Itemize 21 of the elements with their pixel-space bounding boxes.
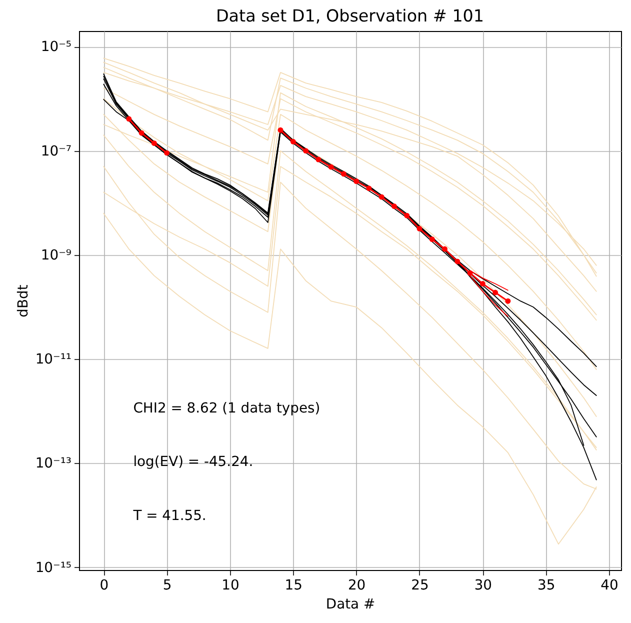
x-tick-label: 35 <box>537 578 556 594</box>
chart-title: Data set D1, Observation # 101 <box>216 5 484 26</box>
x-tick-label: 25 <box>411 578 429 594</box>
y-tick-label: 10⁻⁷ <box>40 143 72 160</box>
annotation: log(EV) = -45.24. <box>133 454 254 470</box>
x-tick-label: 15 <box>284 578 302 594</box>
y-tick-label: 10⁻⁹ <box>40 247 72 264</box>
y-axis-title: dBdt <box>15 284 32 318</box>
y-tick-label: 10⁻⁵ <box>40 39 72 56</box>
x-tick-label: 0 <box>100 578 109 594</box>
annotation: CHI2 = 8.62 (1 data types) <box>133 400 320 416</box>
x-tick-label: 20 <box>348 578 366 594</box>
x-tick-label: 30 <box>474 578 492 594</box>
x-tick-label: 40 <box>600 578 618 594</box>
x-tick-label: 5 <box>162 578 172 594</box>
x-tick-label: 10 <box>222 578 240 594</box>
x-axis-title: Data # <box>326 596 376 612</box>
y-tick-label: 10⁻¹³ <box>35 456 72 472</box>
y-tick-label: 10⁻¹⁵ <box>35 560 72 576</box>
annotation: T = 41.55. <box>132 508 206 524</box>
y-tick-label: 10⁻¹¹ <box>35 352 72 368</box>
